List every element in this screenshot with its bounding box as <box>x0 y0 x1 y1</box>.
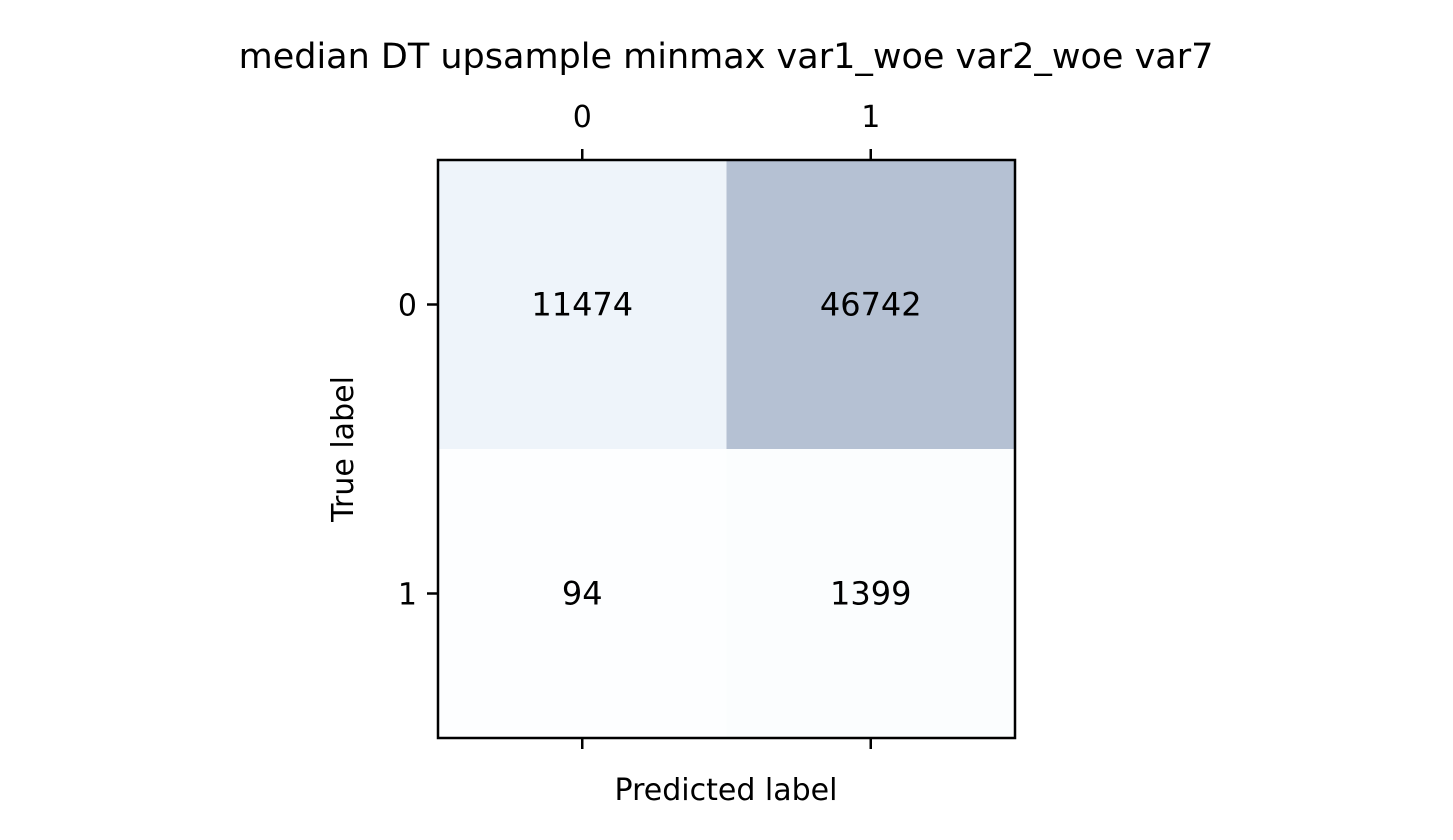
chart-title: median DT upsample minmax var1_woe var2_… <box>239 37 1214 77</box>
y-axis-label: True label <box>326 376 361 523</box>
x-axis-label: Predicted label <box>615 773 838 808</box>
cell-value-label-0-1: 46742 <box>820 286 922 324</box>
y-tick-label-0: 0 <box>398 289 417 324</box>
axis-ticks: 0 1 0 1 <box>398 100 880 749</box>
cell-value-label-0-0: 11474 <box>531 286 633 324</box>
heatmap-cell-0-1 <box>726 160 1016 450</box>
heatmap-cell-1-1 <box>726 449 1016 739</box>
x-tick-label-0: 0 <box>573 100 592 135</box>
cell-value-label-1-1: 1399 <box>830 575 911 613</box>
heatmap-cells: 11474 46742 94 1399 <box>438 160 1016 739</box>
plot-frame <box>436 158 1017 740</box>
heatmap-cell-0-0 <box>438 160 727 450</box>
y-tick-label-1: 1 <box>398 578 417 613</box>
cell-value-label-1-0: 94 <box>562 575 603 613</box>
heatmap-cell-1-0 <box>438 449 727 739</box>
x-tick-label-1: 1 <box>861 100 880 135</box>
